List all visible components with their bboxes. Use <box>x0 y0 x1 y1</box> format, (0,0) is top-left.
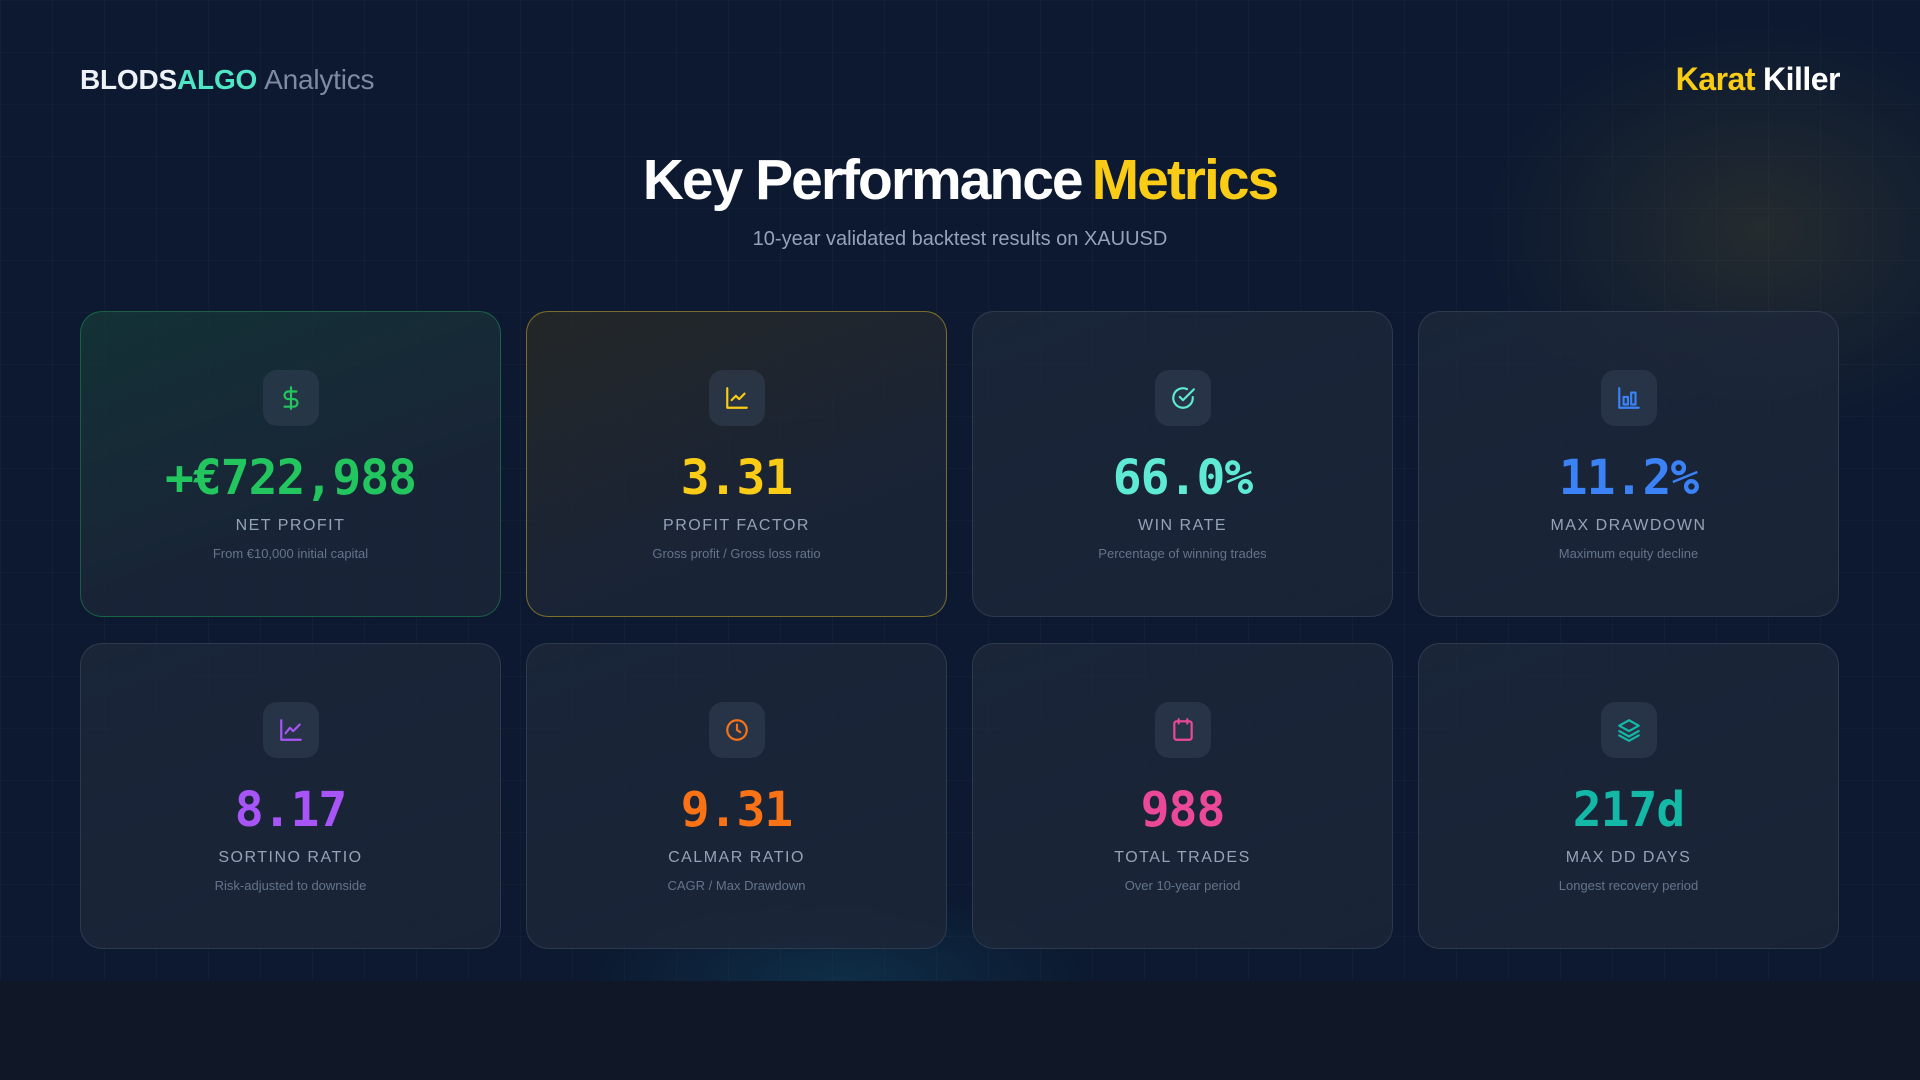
logo: BLODSALGO Analytics <box>80 60 375 100</box>
metric-card-max-drawdown: 11.2% MAX DRAWDOWN Maximum equity declin… <box>1418 311 1839 617</box>
page-title: Key Performance Metrics <box>0 145 1920 215</box>
title-highlight: Metrics <box>1091 148 1280 212</box>
metric-label: MAX DRAWDOWN <box>1550 517 1707 534</box>
layers-icon <box>1600 702 1657 758</box>
metric-card-total-trades: 988 TOTAL TRADES Over 10-year period <box>972 643 1393 949</box>
metric-description: Longest recovery period <box>1558 878 1699 893</box>
metric-description: CAGR / Max Drawdown <box>667 878 806 893</box>
metric-label: TOTAL TRADES <box>1114 849 1251 866</box>
brand-name: Karat Killer <box>1675 58 1841 100</box>
brand-part-karat: Karat <box>1675 61 1756 97</box>
check-circle-icon <box>1154 370 1211 426</box>
metric-value: 217d <box>1572 782 1686 838</box>
footer-area <box>0 981 1920 1080</box>
logo-part-blods: BLODS <box>80 64 178 95</box>
metric-card-net-profit: +€722,988 NET PROFIT From €10,000 initia… <box>80 311 501 617</box>
metric-card-calmar-ratio: 9.31 CALMAR RATIO CAGR / Max Drawdown <box>526 643 947 949</box>
title-main: Key Performance <box>642 148 1084 212</box>
metric-label: WIN RATE <box>1137 517 1228 534</box>
metric-card-max-dd-days: 217d MAX DD DAYS Longest recovery period <box>1418 643 1839 949</box>
metric-value: 8.17 <box>234 782 348 838</box>
metric-label: NET PROFIT <box>235 517 346 534</box>
metric-description: Percentage of winning trades <box>1098 546 1267 561</box>
bar-chart-icon <box>1600 370 1657 426</box>
metrics-grid: +€722,988 NET PROFIT From €10,000 initia… <box>80 311 1840 949</box>
metric-value: 988 <box>1140 782 1226 838</box>
logo-part-algo: ALGO <box>177 64 258 95</box>
metric-value: 3.31 <box>680 450 794 506</box>
metric-description: Risk-adjusted to downside <box>214 878 367 893</box>
metric-value: 66.0% <box>1112 450 1254 506</box>
dollar-icon <box>262 370 319 426</box>
metric-description: Maximum equity decline <box>1558 546 1699 561</box>
page-subtitle: 10-year validated backtest results on XA… <box>752 228 1168 250</box>
metric-card-win-rate: 66.0% WIN RATE Percentage of winning tra… <box>972 311 1393 617</box>
metric-label: SORTINO RATIO <box>218 849 363 866</box>
line-chart-icon <box>262 702 319 758</box>
metric-value: 11.2% <box>1558 450 1700 506</box>
line-chart-icon <box>708 370 765 426</box>
brand-part-killer: Killer <box>1762 61 1841 97</box>
metric-value: +€722,988 <box>164 450 417 506</box>
metric-description: From €10,000 initial capital <box>212 546 369 561</box>
metric-label: PROFIT FACTOR <box>663 517 810 534</box>
metric-card-profit-factor: 3.31 PROFIT FACTOR Gross profit / Gross … <box>526 311 947 617</box>
metric-description: Gross profit / Gross loss ratio <box>652 546 821 561</box>
clock-icon <box>708 702 765 758</box>
metric-description: Over 10-year period <box>1124 878 1241 893</box>
metric-card-sortino-ratio: 8.17 SORTINO RATIO Risk-adjusted to down… <box>80 643 501 949</box>
calendar-icon <box>1154 702 1211 758</box>
logo-part-analytics: Analytics <box>264 64 375 95</box>
metric-value: 9.31 <box>680 782 794 838</box>
metric-label: CALMAR RATIO <box>668 849 805 866</box>
metric-label: MAX DD DAYS <box>1565 849 1692 866</box>
